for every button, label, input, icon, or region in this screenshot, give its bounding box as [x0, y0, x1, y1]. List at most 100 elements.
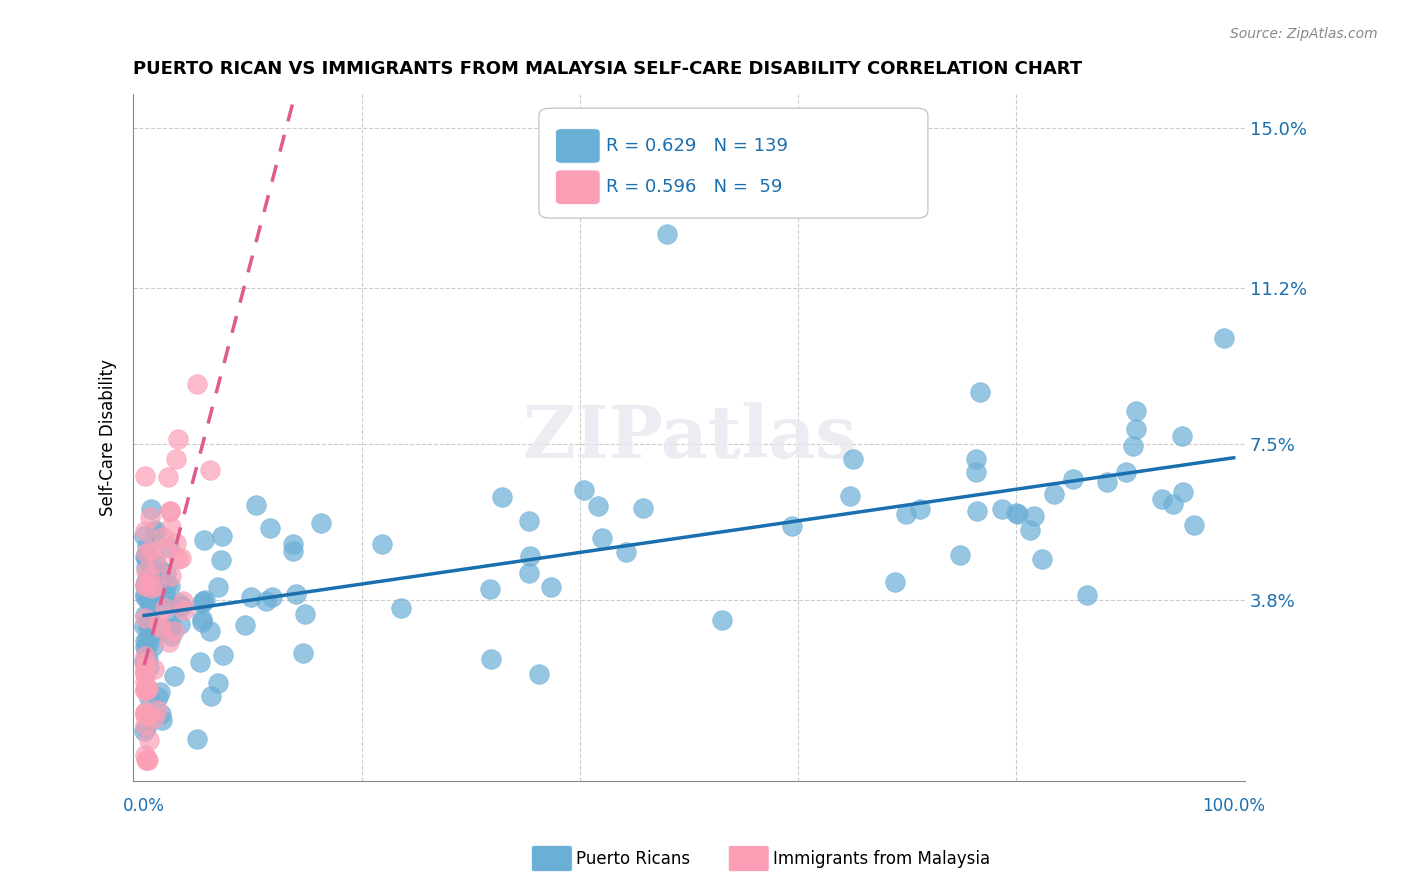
Point [1005, 506, 1028, 520]
Point [138, 690, 160, 705]
Text: R = 0.596   N =  59: R = 0.596 N = 59 [606, 178, 782, 196]
Point [146, 567, 169, 582]
FancyBboxPatch shape [538, 108, 928, 219]
Point [152, 529, 174, 543]
Point [1213, 331, 1236, 345]
Point [209, 553, 232, 567]
FancyBboxPatch shape [555, 128, 600, 163]
Point [163, 669, 186, 683]
Point [163, 624, 186, 638]
Point [1122, 440, 1144, 454]
Point [965, 465, 987, 479]
Point [966, 504, 988, 518]
Point [135, 574, 157, 589]
Point [149, 684, 172, 698]
Point [143, 662, 166, 676]
Point [149, 621, 172, 635]
Point [170, 599, 193, 613]
Point [169, 617, 191, 632]
Point [134, 663, 156, 677]
Point [134, 468, 156, 483]
Point [283, 543, 305, 558]
Text: Source: ZipAtlas.com: Source: ZipAtlas.com [1230, 27, 1378, 41]
Point [1115, 465, 1137, 479]
Point [135, 753, 157, 767]
Point [517, 566, 540, 580]
Point [631, 501, 654, 516]
Point [169, 599, 191, 613]
Point [211, 528, 233, 542]
Point [138, 613, 160, 627]
Point [149, 624, 172, 638]
Point [165, 452, 187, 467]
Point [134, 665, 156, 680]
Point [190, 615, 212, 629]
Point [245, 498, 267, 512]
Point [254, 594, 277, 608]
Point [292, 646, 315, 660]
Point [389, 600, 412, 615]
Point [591, 531, 613, 545]
Point [135, 681, 157, 696]
Point [491, 490, 513, 504]
Point [135, 652, 157, 666]
Point [167, 596, 190, 610]
Y-axis label: Self-Care Disability: Self-Care Disability [100, 359, 117, 516]
Point [1043, 487, 1066, 501]
FancyBboxPatch shape [555, 170, 600, 204]
Point [148, 616, 170, 631]
Point [139, 615, 162, 629]
Point [239, 590, 262, 604]
Point [136, 593, 159, 607]
Point [479, 582, 502, 597]
Point [134, 684, 156, 698]
Point [135, 721, 157, 735]
Point [1076, 588, 1098, 602]
Point [134, 654, 156, 668]
Point [134, 587, 156, 601]
Point [159, 504, 181, 518]
Point [969, 385, 991, 400]
Point [134, 681, 156, 696]
Point [200, 689, 222, 703]
Point [143, 523, 166, 537]
Point [281, 537, 304, 551]
Point [145, 579, 167, 593]
Point [1171, 485, 1194, 500]
Point [614, 545, 637, 559]
Point [134, 578, 156, 592]
Point [285, 586, 308, 600]
Point [139, 502, 162, 516]
Point [134, 578, 156, 592]
Point [173, 603, 195, 617]
Point [139, 567, 162, 582]
Point [517, 514, 540, 528]
Point [138, 733, 160, 747]
Point [160, 618, 183, 632]
Point [191, 596, 214, 610]
Point [141, 581, 163, 595]
Point [519, 549, 541, 563]
Point [134, 648, 156, 663]
Point [193, 594, 215, 608]
Point [294, 607, 316, 622]
Point [262, 590, 284, 604]
Point [142, 711, 165, 725]
Point [134, 675, 156, 690]
Point [167, 551, 190, 566]
Point [146, 622, 169, 636]
Text: PUERTO RICAN VS IMMIGRANTS FROM MALAYSIA SELF-CARE DISABILITY CORRELATION CHART: PUERTO RICAN VS IMMIGRANTS FROM MALAYSIA… [134, 60, 1083, 78]
Point [134, 666, 156, 681]
Point [259, 520, 281, 534]
Text: 100.0%: 100.0% [1202, 797, 1265, 814]
Point [1022, 509, 1045, 524]
Point [149, 564, 172, 578]
Point [134, 524, 156, 538]
Point [138, 660, 160, 674]
Text: Immigrants from Malaysia: Immigrants from Malaysia [773, 850, 990, 868]
Point [207, 676, 229, 690]
Point [135, 576, 157, 591]
Point [190, 656, 212, 670]
Point [134, 747, 156, 762]
Point [908, 502, 931, 516]
